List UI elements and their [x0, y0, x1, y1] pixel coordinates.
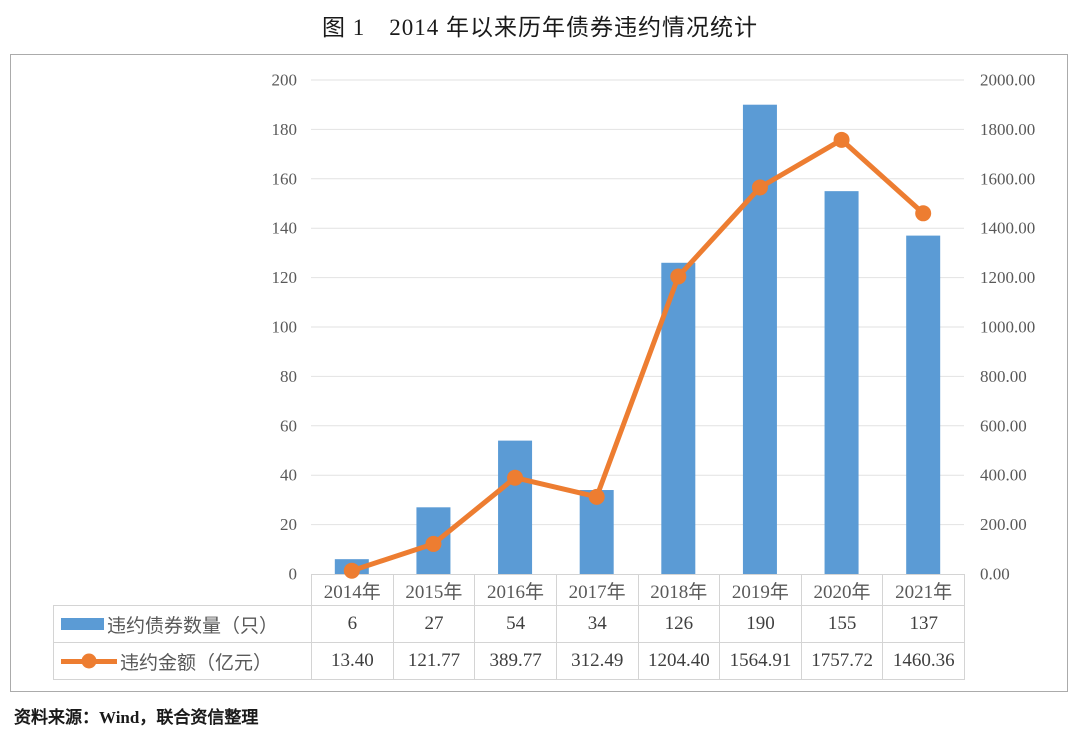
line-marker — [915, 205, 932, 222]
right-axis-tick-label: 800.00 — [980, 367, 1027, 386]
year-label-cell: 2014年 — [311, 574, 394, 606]
line-marker — [670, 268, 687, 285]
year-label-cell: 2019年 — [719, 574, 802, 606]
line-marker — [425, 535, 442, 552]
line-value-cell: 389.77 — [474, 642, 557, 680]
line-value-cell: 13.40 — [311, 642, 394, 680]
left-axis-tick-label: 160 — [272, 169, 298, 188]
year-label-cell: 2015年 — [392, 574, 476, 606]
line-legend-swatch-icon — [61, 653, 117, 669]
bar-series-row: 违约债券数量（只） 6 27 54 34 126 190 155 137 — [53, 605, 965, 643]
left-axis-tick-label: 20 — [280, 515, 297, 534]
line-value-cell: 121.77 — [392, 642, 476, 680]
right-axis-tick-label: 1800.00 — [980, 120, 1035, 139]
bar — [824, 191, 859, 574]
bar-legend-label: 违约债券数量（只） — [107, 615, 279, 637]
bar — [661, 262, 696, 574]
line-series — [349, 137, 926, 574]
bar-legend-cell: 违约债券数量（只） — [53, 605, 312, 643]
right-axis-tick-label: 1400.00 — [980, 219, 1035, 238]
bar — [498, 440, 533, 574]
line-value-cell: 1204.40 — [637, 642, 721, 680]
line-marker — [588, 488, 605, 505]
right-axis-tick-label: 600.00 — [980, 416, 1027, 435]
chart-title: 图 1 2014 年以来历年债券违约情况统计 — [322, 15, 758, 40]
source-note: 资料来源：Wind，联合资信整理 — [14, 708, 259, 727]
right-axis-tick-label: 2000.00 — [980, 71, 1035, 90]
x-axis-label-row: 2014年 2015年 2016年 2017年 2018年 2019年 2020年 2021年 — [54, 574, 965, 606]
data-table: 2014年 2015年 2016年 2017年 2018年 2019年 2020年 2021年… — [53, 574, 965, 680]
bar-value-cell: 27 — [392, 605, 476, 643]
line-marker — [833, 131, 850, 148]
bar-value-cell: 34 — [555, 605, 639, 643]
year-label-cell: 2021年 — [882, 574, 965, 606]
bar — [416, 507, 451, 574]
year-label-cell: 2020年 — [800, 574, 884, 606]
right-axis-tick-label: 400.00 — [980, 466, 1027, 485]
line-value-cell: 1757.72 — [800, 642, 884, 680]
year-label-cell: 2018年 — [637, 574, 721, 606]
line-series-row: 违约金额（亿元） 13.40 121.77 389.77 312.49 1204.40 1… — [53, 642, 965, 680]
right-axis-tick-label: 1600.00 — [980, 169, 1035, 188]
bar-value-cell: 137 — [882, 605, 965, 643]
left-axis-tick-label: 140 — [272, 219, 298, 238]
bar — [742, 104, 777, 574]
left-axis-tick-label: 80 — [280, 367, 297, 386]
left-axis-tick-label: 180 — [272, 120, 298, 139]
left-axis-tick-label: 40 — [280, 466, 297, 485]
bar-value-cell: 54 — [474, 605, 557, 643]
right-axis-tick-label: 1000.00 — [980, 318, 1035, 337]
right-axis-tick-label: 1200.00 — [980, 268, 1035, 287]
year-label-cell: 2017年 — [555, 574, 639, 606]
right-axis-tick-label: 200.00 — [980, 515, 1027, 534]
line-value-cell: 1564.91 — [719, 642, 802, 680]
bar-legend-swatch-icon — [61, 618, 104, 630]
plot-area: 200 2000.00 180 1800.00 160 1600.00 140 1400.00… — [272, 71, 1036, 584]
left-axis-tick-label: 60 — [280, 416, 297, 435]
bar — [906, 235, 941, 575]
line-marker — [507, 469, 524, 486]
left-axis-tick-label: 200 — [272, 71, 298, 90]
table-blank-cell — [54, 575, 312, 606]
bar — [579, 490, 614, 574]
line-value-cell: 312.49 — [555, 642, 639, 680]
line-marker — [751, 179, 768, 196]
line-value-cell: 1460.36 — [882, 642, 965, 680]
year-label-cell: 2016年 — [474, 574, 557, 606]
line-legend: 违约金额（亿元） — [55, 648, 311, 675]
bar-legend: 违约债券数量（只） — [55, 611, 311, 638]
chart-box: 200 2000.00 180 1800.00 160 1600.00 140 1400.00… — [10, 54, 1068, 692]
bar-value-cell: 155 — [800, 605, 884, 643]
bar-value-cell: 126 — [637, 605, 721, 643]
left-axis-tick-label: 100 — [272, 318, 298, 337]
bar — [334, 559, 369, 574]
line-legend-label: 违约金额（亿元） — [120, 652, 273, 674]
bar-value-cell: 6 — [311, 605, 394, 643]
right-axis-tick-label: 0.00 — [980, 565, 1010, 584]
left-axis-tick-label: 120 — [272, 268, 298, 287]
line-legend-cell: 违约金额（亿元） — [53, 642, 312, 680]
bar-value-cell: 190 — [719, 605, 802, 643]
